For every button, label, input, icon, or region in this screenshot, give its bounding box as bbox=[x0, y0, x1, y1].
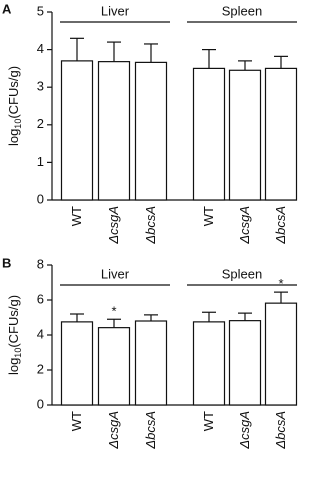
bar bbox=[60, 321, 94, 406]
y-axis-label-part: (CFUs/g) bbox=[6, 66, 21, 119]
y-tick-label: 4 bbox=[37, 326, 44, 341]
y-axis-label-part: (CFUs/g) bbox=[6, 295, 21, 348]
y-axis-label-part: log bbox=[6, 358, 21, 375]
y-tick-label: 0 bbox=[37, 396, 44, 411]
y-axis-label: log10(CFUs/g) bbox=[6, 295, 23, 375]
significance-mark: * bbox=[278, 276, 283, 291]
bar bbox=[134, 61, 168, 201]
y-tick-label: 4 bbox=[37, 41, 44, 56]
bar bbox=[97, 61, 131, 201]
bar bbox=[192, 67, 226, 201]
y-tick-label: 3 bbox=[37, 79, 44, 94]
y-axis-label-part: 10 bbox=[13, 119, 23, 129]
y-tick-label: 8 bbox=[37, 256, 44, 271]
x-tick-label: ΔbcsA bbox=[143, 206, 158, 245]
y-tick-label: 2 bbox=[37, 116, 44, 131]
x-tick-label: WT bbox=[69, 411, 84, 431]
x-tick-label: WT bbox=[69, 206, 84, 226]
y-tick-label: 2 bbox=[37, 361, 44, 376]
significance-mark: * bbox=[111, 303, 116, 318]
bar bbox=[264, 302, 298, 406]
y-tick-label: 5 bbox=[37, 3, 44, 18]
x-tick-label: WT bbox=[201, 206, 216, 226]
bar bbox=[192, 321, 226, 406]
bar bbox=[228, 69, 262, 201]
x-tick-label: ΔcsgA bbox=[237, 411, 252, 450]
y-axis-label: log10(CFUs/g) bbox=[6, 66, 23, 146]
y-tick-label: 0 bbox=[37, 191, 44, 206]
panel-letter: A bbox=[2, 1, 12, 16]
bar bbox=[134, 320, 168, 406]
group-label: Liver bbox=[101, 3, 130, 18]
x-tick-label: ΔbcsA bbox=[273, 411, 288, 450]
bar bbox=[228, 320, 262, 406]
y-axis-label-part: 10 bbox=[13, 348, 23, 358]
group-label: Spleen bbox=[222, 3, 262, 18]
y-tick-label: 1 bbox=[37, 154, 44, 169]
y-axis-label-part: log bbox=[6, 129, 21, 146]
panel-letter: B bbox=[2, 255, 11, 270]
group-label: Liver bbox=[101, 266, 130, 281]
bar bbox=[60, 60, 94, 201]
x-tick-label: WT bbox=[201, 411, 216, 431]
bar bbox=[97, 327, 131, 406]
group-label: Spleen bbox=[222, 266, 262, 281]
bar bbox=[264, 67, 298, 201]
x-tick-label: ΔcsgA bbox=[237, 206, 252, 245]
x-tick-label: ΔbcsA bbox=[273, 206, 288, 245]
y-tick-label: 6 bbox=[37, 291, 44, 306]
x-tick-label: ΔcsgA bbox=[106, 206, 121, 245]
x-tick-label: ΔcsgA bbox=[106, 411, 121, 450]
x-tick-label: ΔbcsA bbox=[143, 411, 158, 450]
